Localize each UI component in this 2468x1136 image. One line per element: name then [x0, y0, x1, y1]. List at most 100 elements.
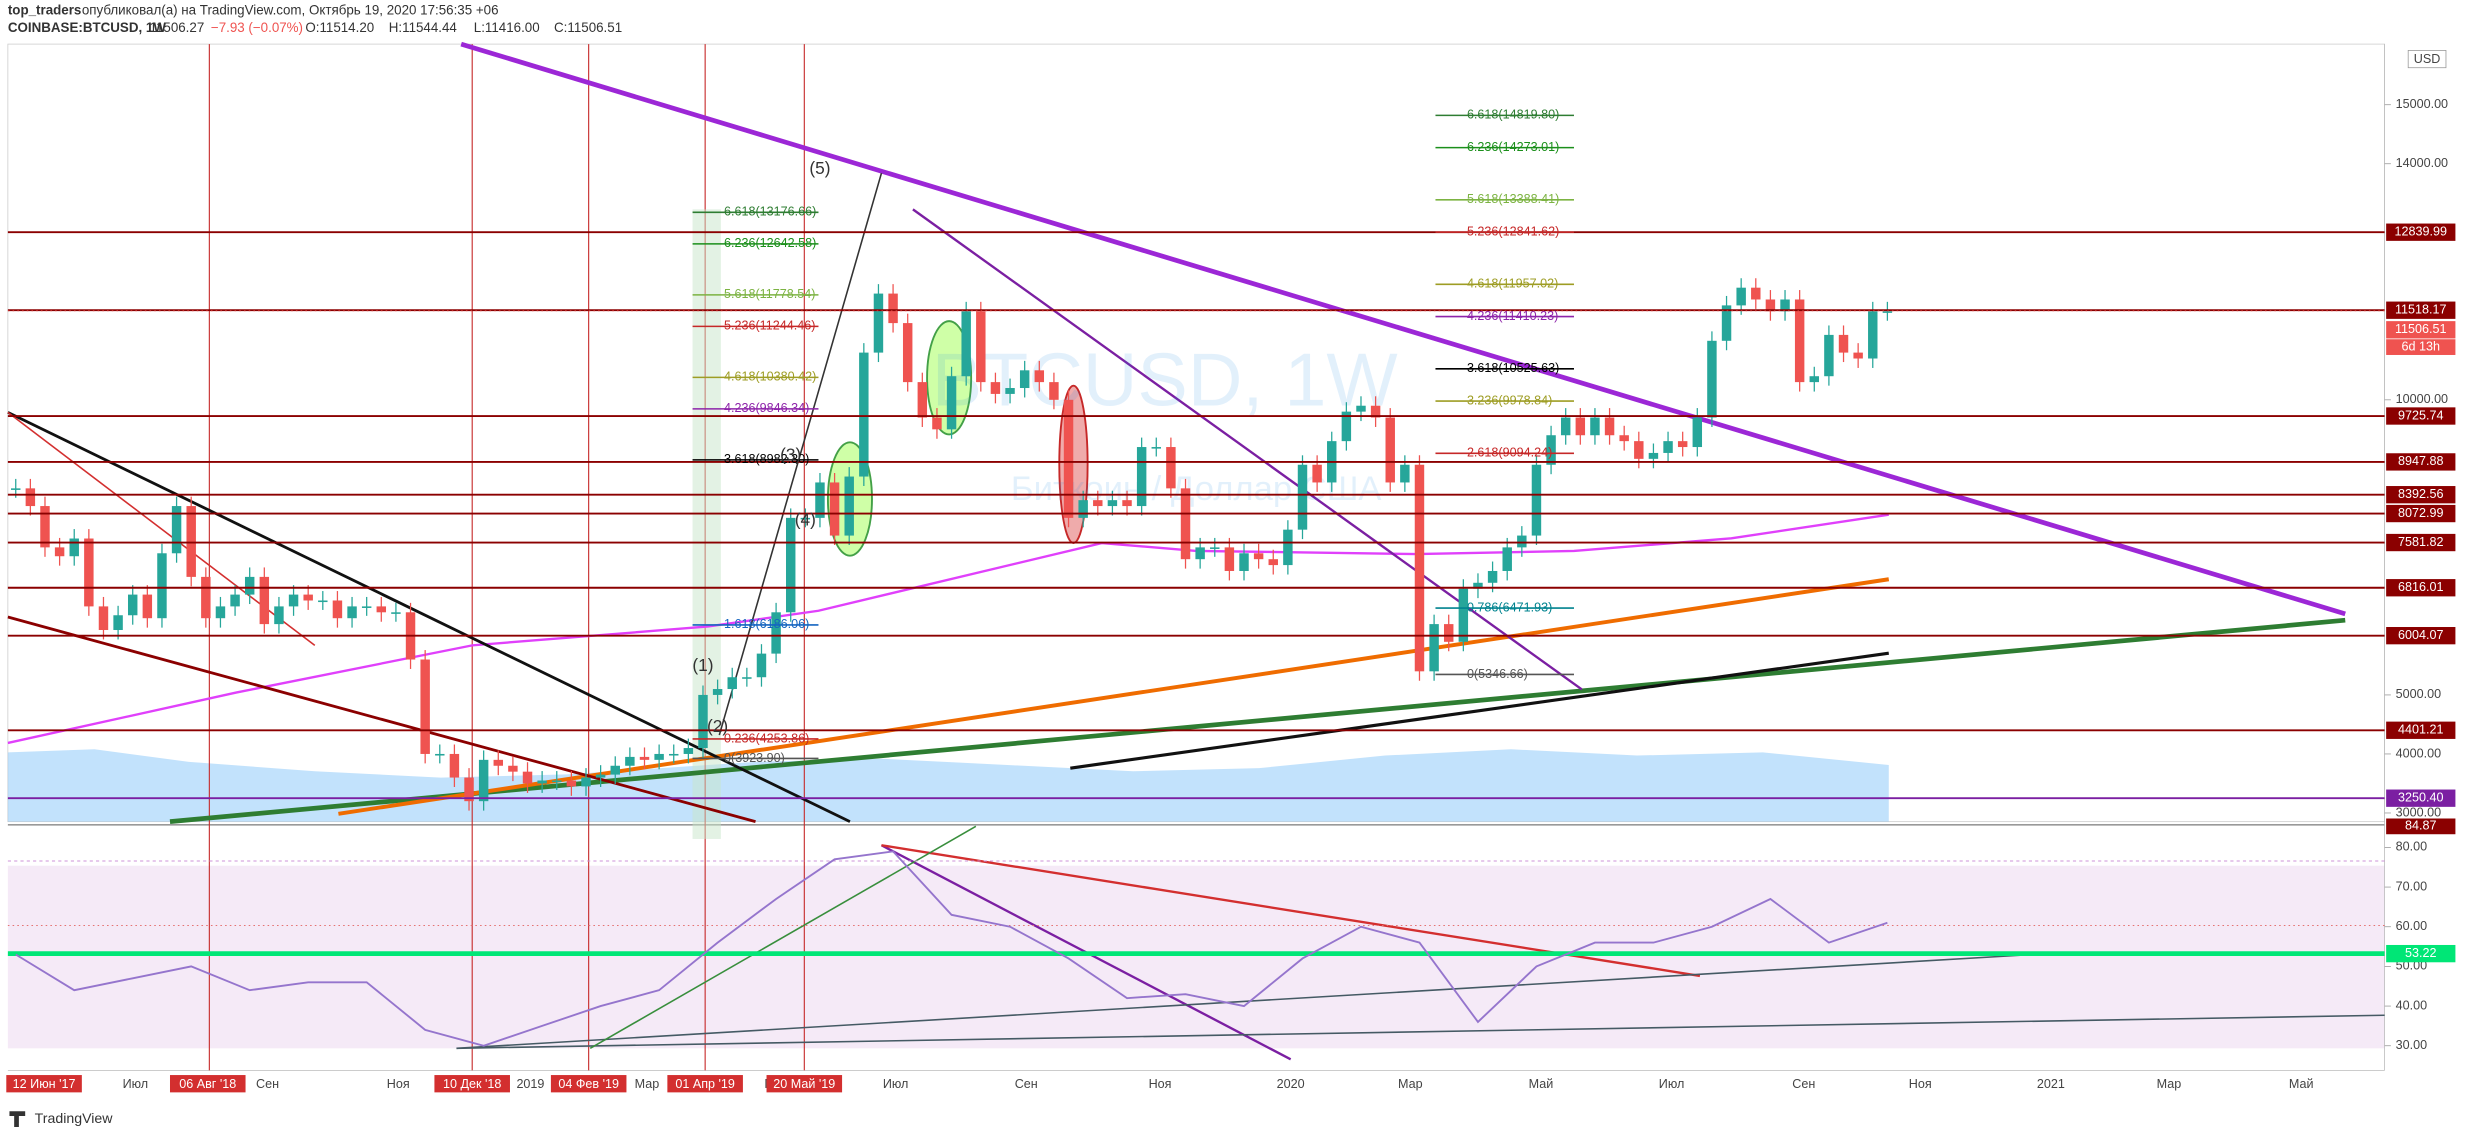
candle [1019, 370, 1030, 389]
time-label: Мар [2157, 1077, 2182, 1091]
fib-label: 4.236(9846.34) [724, 401, 809, 415]
candle [1283, 529, 1293, 566]
fib-label: 0(5346.66) [1467, 667, 1528, 681]
candle [1809, 376, 1820, 383]
candle [522, 771, 533, 784]
candle [1546, 435, 1556, 465]
level-box [2386, 486, 2456, 504]
candle [1297, 464, 1308, 530]
time-label: Ноя [1149, 1077, 1172, 1091]
candle [478, 759, 489, 802]
y-tick-label: 15000.00 [2396, 97, 2448, 111]
candle [1824, 334, 1834, 377]
time-label: 2020 [1277, 1077, 1305, 1091]
candle [127, 594, 138, 616]
candle [508, 765, 518, 772]
time-label: Июл [123, 1077, 149, 1091]
candle [464, 777, 474, 802]
time-label: 10 Дек '18 [443, 1077, 501, 1091]
currency[interactable]: USD [2414, 52, 2441, 66]
fib-label: 6.618(13176.66) [724, 205, 816, 219]
wave-label: (2) [707, 716, 728, 736]
candle [274, 606, 284, 625]
level-label: 3250.40 [2398, 791, 2443, 805]
candle [1838, 334, 1849, 353]
candle [1239, 553, 1249, 571]
candle [1356, 405, 1366, 412]
candle [113, 615, 123, 631]
symbol: COINBASE:BTCUSD, 1W [8, 20, 166, 35]
time-label: 2019 [516, 1077, 544, 1091]
time-marker-box [169, 1075, 246, 1093]
level-box [2386, 533, 2456, 552]
ohlc-close: C:11506.51 [554, 20, 622, 35]
candle [1677, 441, 1688, 448]
ohlc-high: H:11544.44 [389, 20, 458, 35]
candle [1531, 464, 1542, 536]
time-label: Сен [1792, 1077, 1815, 1091]
candle [712, 689, 723, 695]
candle [1078, 500, 1088, 518]
time-label: 20 Май '19 [773, 1077, 835, 1091]
candle [244, 576, 255, 595]
candle [1634, 441, 1644, 459]
candle [1648, 452, 1659, 459]
candle [1444, 624, 1454, 642]
fib-label: 6.236(12642.58) [724, 236, 816, 250]
level-box [2386, 504, 2456, 523]
candle [11, 488, 21, 490]
candle [829, 482, 840, 536]
fib-label: 5.236(12841.62) [1467, 224, 1559, 238]
ohlc-low: L:11416.00 [474, 20, 540, 35]
current-price-label: 11506.51 [2395, 322, 2447, 336]
time-label: Июл [1659, 1077, 1685, 1091]
fib-label: 0.786(6471.93) [1467, 600, 1552, 614]
candle [1414, 464, 1425, 672]
volume-area [7, 749, 1889, 822]
candle [1751, 287, 1761, 300]
footer-logo [9, 1111, 26, 1127]
candle [1210, 547, 1220, 549]
candle [1429, 624, 1439, 672]
time-marker-box [667, 1075, 743, 1093]
candle [1136, 447, 1147, 507]
fib-label: 3.618(8982.30) [724, 452, 809, 466]
fib-label: 5.618(13388.41) [1467, 192, 1559, 206]
candle [1195, 547, 1205, 560]
candle [756, 653, 767, 678]
currency-button[interactable] [2407, 50, 2447, 69]
candle [1707, 340, 1717, 418]
candle [391, 612, 401, 614]
level-label: 11518.17 [2395, 303, 2447, 317]
candle [595, 774, 606, 778]
candle [1224, 547, 1235, 571]
candle [186, 506, 196, 577]
fib-label: 5.618(11778.54) [724, 287, 815, 301]
level-label: 12839.99 [2395, 225, 2447, 239]
footer-brand[interactable]: TradingView [35, 1111, 114, 1127]
candle [537, 780, 547, 784]
candle [917, 382, 928, 418]
level-label: 8392.56 [2398, 487, 2443, 501]
fib-label: 5.236(11244.46) [724, 319, 815, 333]
y-tick-label: 4000.00 [2396, 746, 2441, 760]
candle [1487, 570, 1498, 583]
time-label: Мар [1398, 1077, 1423, 1091]
candle [1575, 417, 1586, 436]
candle [800, 517, 811, 520]
candle [1619, 435, 1629, 442]
wave-label: (3) [780, 444, 801, 464]
time-label: 01 Апр '19 [675, 1077, 735, 1091]
fib-label: 4.618(10380.42) [724, 370, 816, 384]
candle [230, 594, 240, 607]
y-tick-label: 3000.00 [2396, 805, 2441, 819]
fib-label: 2.618(9094.24) [1467, 446, 1552, 460]
fib-label: 6.618(14819.80) [1467, 108, 1559, 122]
author[interactable]: top_traders [8, 3, 82, 18]
separator-box [2386, 818, 2456, 835]
countdown: 6d 13h [2402, 339, 2440, 353]
time-label: Сен [1015, 1077, 1038, 1091]
level-box [2386, 579, 2456, 597]
